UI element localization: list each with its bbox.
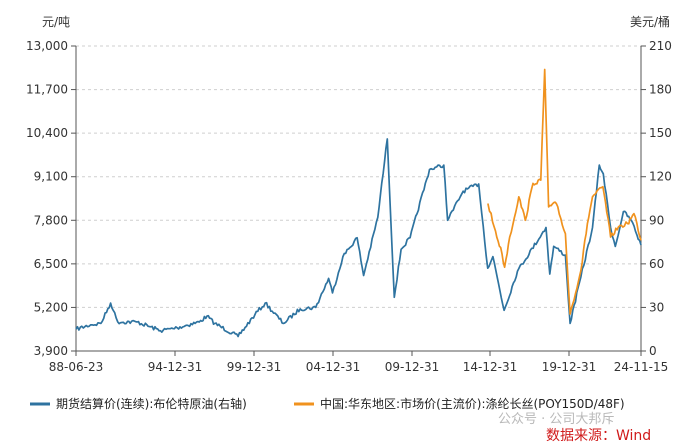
legend-label: 中国:华东地区:市场价(主流价):涤纶长丝(POY150D/48F) xyxy=(320,396,625,411)
left-tick-label: 11,700 xyxy=(26,83,68,97)
poy-filament-series-line xyxy=(487,68,642,315)
left-tick-label: 7,800 xyxy=(34,213,68,227)
left-tick-label: 9,100 xyxy=(34,170,68,184)
legend-label: 期货结算价(连续):布伦特原油(右轴) xyxy=(56,396,247,411)
right-tick-label: 0 xyxy=(649,344,657,358)
right-axis-unit: 美元/桶 xyxy=(630,14,670,29)
right-tick-label: 210 xyxy=(649,39,672,53)
right-tick-label: 90 xyxy=(649,213,664,227)
x-tick-label: 99-12-31 xyxy=(227,360,281,374)
left-axis-unit: 元/吨 xyxy=(42,15,70,29)
right-tick-label: 60 xyxy=(649,257,664,271)
brent-oil-series-line xyxy=(75,138,642,338)
right-tick-label: 180 xyxy=(649,83,672,97)
x-tick-label: 04-12-31 xyxy=(306,360,360,374)
x-tick-label: 19-12-31 xyxy=(542,360,596,374)
left-tick-label: 6,500 xyxy=(34,257,68,271)
x-tick-label: 09-12-31 xyxy=(385,360,439,374)
left-tick-label: 13,000 xyxy=(26,39,68,53)
x-tick-label: 14-12-31 xyxy=(463,360,517,374)
source-note: 数据来源：Wind xyxy=(546,428,651,444)
right-tick-label: 120 xyxy=(649,170,672,184)
x-tick-label: 24-11-15 xyxy=(614,360,668,374)
watermark-text: 公众号 · 公司大邦斥 xyxy=(498,412,614,427)
left-tick-label: 10,400 xyxy=(26,126,68,140)
right-tick-label: 150 xyxy=(649,126,672,140)
x-tick-label: 94-12-31 xyxy=(148,360,202,374)
right-tick-label: 30 xyxy=(649,300,664,314)
x-tick-label: 88-06-23 xyxy=(49,360,103,374)
left-tick-label: 5,200 xyxy=(34,300,68,314)
left-tick-label: 3,900 xyxy=(34,344,68,358)
